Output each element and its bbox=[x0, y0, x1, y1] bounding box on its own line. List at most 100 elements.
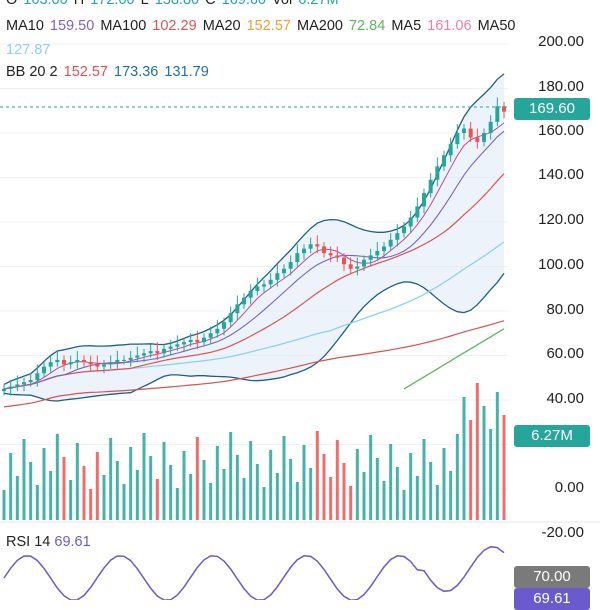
ma5-line bbox=[3, 122, 505, 390]
volume-bar bbox=[315, 431, 319, 520]
volume-value: 6.27M bbox=[298, 0, 339, 8]
bollinger-row: BB 20 2 152.57 173.36 131.79 bbox=[6, 64, 211, 80]
volume-bar bbox=[495, 392, 499, 520]
candle-body bbox=[142, 353, 146, 356]
y-tick-neg20: -20.00 bbox=[541, 524, 584, 541]
candle-body bbox=[222, 322, 226, 329]
volume-bar bbox=[162, 442, 166, 520]
candle-body bbox=[115, 359, 120, 363]
volume-bar bbox=[269, 450, 273, 520]
candle-body bbox=[255, 286, 260, 291]
y-tick-40: 40.00 bbox=[546, 390, 584, 407]
volume-bar bbox=[182, 451, 186, 520]
candle-body bbox=[122, 359, 126, 361]
candle-body bbox=[442, 155, 446, 167]
candle-body bbox=[308, 244, 313, 249]
rsi-line bbox=[3, 545, 505, 600]
candle-body bbox=[288, 262, 293, 269]
volume-bar bbox=[329, 477, 333, 520]
candle-body bbox=[382, 246, 386, 251]
volume-bars bbox=[2, 383, 506, 520]
candle-body bbox=[462, 128, 466, 133]
volume-bar bbox=[442, 448, 446, 520]
candle-body bbox=[435, 166, 440, 180]
volume-bar bbox=[29, 462, 33, 520]
volume-bar bbox=[502, 415, 506, 520]
volume-bar bbox=[202, 460, 206, 520]
candle-body bbox=[55, 359, 60, 363]
bb-upper-value: 152.57 bbox=[63, 64, 108, 80]
candle-body bbox=[215, 328, 220, 334]
rsi-header: RSI 14 69.61 bbox=[6, 534, 91, 550]
candle-body bbox=[162, 348, 166, 354]
bollinger-area bbox=[4, 73, 504, 402]
candle-body bbox=[62, 359, 66, 365]
candle-body bbox=[155, 351, 160, 354]
volume-bar bbox=[475, 383, 479, 520]
candle-body bbox=[328, 253, 333, 256]
volume-bar bbox=[422, 439, 426, 520]
volume-bar bbox=[402, 490, 406, 520]
volume-bar bbox=[415, 476, 419, 520]
volume-bar bbox=[75, 443, 79, 520]
ohlc-row: O 163.00 H 172.00 L 158.80 C 169.60 Vol … bbox=[6, 0, 341, 8]
volume-bar bbox=[82, 466, 86, 520]
candle-body bbox=[455, 133, 460, 145]
volume-bar bbox=[435, 485, 439, 520]
volume-bar bbox=[129, 447, 133, 520]
candle-body bbox=[208, 333, 213, 338]
candle-body bbox=[148, 351, 153, 354]
candle-body bbox=[168, 346, 173, 349]
volume-bar bbox=[369, 435, 373, 520]
candle-body bbox=[8, 386, 13, 389]
y-tick-140: 140.00 bbox=[538, 166, 584, 183]
volume-bar bbox=[2, 490, 6, 520]
high-value: 172.00 bbox=[90, 0, 135, 8]
volume-bar bbox=[69, 480, 73, 520]
volume-bar bbox=[142, 433, 146, 520]
volume-bar bbox=[355, 449, 359, 520]
candle-body bbox=[275, 273, 280, 280]
volume-bar bbox=[209, 483, 213, 520]
y-tick-120: 120.00 bbox=[538, 211, 584, 228]
ma200-line bbox=[403, 328, 505, 390]
volume-bar bbox=[262, 487, 266, 520]
candle-body bbox=[362, 259, 366, 267]
candle-body bbox=[42, 366, 46, 374]
volume-bar bbox=[9, 453, 13, 520]
volume-bar bbox=[482, 406, 486, 520]
bollinger-band-fill bbox=[4, 73, 504, 402]
volume-bar bbox=[222, 469, 226, 520]
candle-body bbox=[268, 279, 273, 285]
volume-bar bbox=[62, 457, 66, 520]
open-value: 163.00 bbox=[23, 0, 68, 8]
candle-body bbox=[415, 206, 420, 218]
ma20-label: MA20 bbox=[202, 18, 241, 34]
candle-body bbox=[228, 313, 233, 323]
y-tick-100: 100.00 bbox=[538, 256, 584, 273]
volume-bar bbox=[175, 488, 179, 520]
volume-bar bbox=[195, 437, 199, 520]
candle-body bbox=[348, 264, 353, 269]
volume-bar bbox=[375, 458, 379, 520]
candle-body bbox=[128, 357, 133, 360]
moving-average-lines bbox=[3, 73, 505, 408]
candle-body bbox=[102, 364, 106, 367]
rsi-panel bbox=[3, 545, 505, 600]
volume-bar bbox=[229, 432, 233, 520]
ma10-value: 159.50 bbox=[49, 18, 95, 34]
volume-badge: 6.27M bbox=[514, 425, 590, 447]
ma100-value: 102.29 bbox=[152, 18, 197, 34]
volume-bar bbox=[335, 440, 339, 520]
volume-bar bbox=[155, 479, 159, 520]
candle-body bbox=[95, 364, 100, 367]
candle-body bbox=[282, 268, 286, 274]
volume-bar bbox=[302, 445, 306, 520]
volume-bar bbox=[102, 475, 106, 520]
candle-body bbox=[368, 255, 373, 260]
volume-bar bbox=[409, 453, 413, 520]
rsi-value: 69.61 bbox=[54, 534, 91, 550]
close-label: C bbox=[205, 0, 216, 8]
candle-body bbox=[35, 373, 40, 380]
